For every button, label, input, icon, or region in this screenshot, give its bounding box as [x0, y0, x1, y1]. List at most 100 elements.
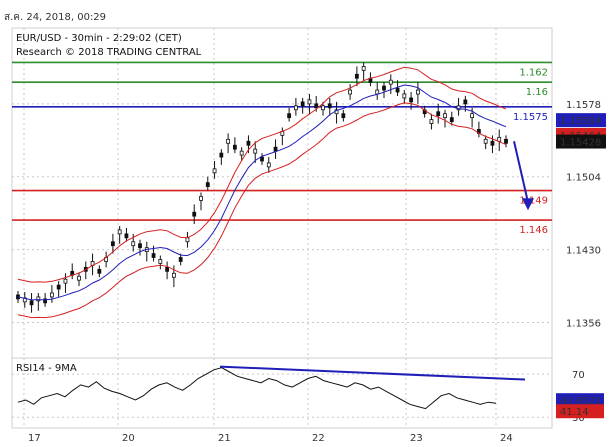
- candle-body: [307, 99, 312, 105]
- candle-body: [199, 196, 203, 201]
- candle-body: [49, 292, 54, 298]
- candle-body: [138, 243, 142, 249]
- date-text: ส.ค. 24, 2018, 00:29: [4, 12, 107, 23]
- candle-body: [165, 266, 170, 272]
- price-tick: 1.1430: [566, 246, 601, 257]
- candle-body: [110, 241, 115, 247]
- price-tick: 1.1356: [566, 319, 601, 330]
- candle-body: [212, 168, 217, 174]
- candle-body: [395, 87, 400, 93]
- chart-title: EUR/USD - 30min - 2:29:02 (CET): [16, 33, 182, 44]
- candle-body: [293, 105, 298, 111]
- candle-body: [260, 156, 264, 162]
- top-bar: ส.ค. 24, 2018, 00:29: [0, 0, 609, 28]
- candle-body: [300, 101, 305, 107]
- level-label: 1.149: [519, 196, 548, 207]
- level-label: 1.146: [519, 225, 548, 236]
- rsi-badge-label: 41.14: [560, 407, 589, 418]
- candle-body: [321, 105, 325, 111]
- x-tick-label: 17: [28, 433, 41, 444]
- x-tick-label: 20: [122, 433, 135, 444]
- candle-body: [273, 146, 278, 152]
- x-axis: 17 20 21 22 23 24: [28, 433, 513, 444]
- candle-body: [131, 241, 136, 247]
- candle-body: [497, 136, 502, 142]
- rsi-tick: 30: [572, 413, 585, 424]
- moving-average: [17, 84, 507, 301]
- bollinger-lower: [17, 102, 507, 319]
- rsi-tick: 70: [572, 370, 585, 381]
- x-tick-label: 21: [218, 433, 231, 444]
- price-badge-label: 1.15584: [560, 116, 601, 127]
- candle-body: [63, 278, 68, 284]
- candle-body: [348, 89, 353, 95]
- candle-body: [429, 119, 434, 124]
- x-tick-label: 24: [500, 433, 513, 444]
- price-badge: [556, 113, 606, 128]
- candle-body: [327, 103, 332, 109]
- candle-body: [29, 300, 34, 306]
- candle-body: [402, 93, 407, 99]
- price-grid: 1.1578 1.1504 1.1430 1.1356: [12, 28, 601, 428]
- candle-body: [185, 237, 190, 243]
- candle-body: [354, 73, 359, 79]
- levels-group: 1.162 1.16 1.1575 1.149 1.146: [12, 61, 552, 236]
- candle-body: [449, 117, 454, 122]
- candle-body: [124, 233, 129, 239]
- candle-body: [463, 99, 468, 105]
- candle-body: [287, 113, 292, 119]
- candle-body: [504, 138, 508, 144]
- candle-body: [361, 66, 366, 71]
- price-tick: 1.1578: [566, 100, 601, 111]
- candle-body: [415, 89, 420, 95]
- candle-body: [158, 259, 163, 264]
- level-label: 1.16: [526, 87, 548, 98]
- candle-body: [239, 150, 244, 156]
- candle-body: [178, 257, 183, 262]
- rsi-badge: [556, 404, 604, 419]
- rsi-badge-label: 43.9522: [560, 396, 601, 407]
- price-badge-label: 1.15428: [560, 138, 601, 149]
- candle-body: [266, 162, 271, 168]
- rsi-badge: [556, 393, 604, 408]
- candle-body: [443, 113, 447, 119]
- price-panel: [11, 27, 553, 359]
- candle-body: [409, 97, 414, 103]
- forecast-arrow-head: [522, 198, 534, 211]
- bollinger-upper: [17, 66, 507, 283]
- candle-body: [171, 272, 176, 278]
- forecast-arrow-shaft: [513, 141, 529, 203]
- price-tick: 1.1504: [566, 173, 601, 184]
- candle-body: [246, 140, 251, 146]
- x-tick-label: 22: [312, 433, 325, 444]
- candle-body: [77, 275, 81, 281]
- candle-body: [483, 138, 488, 144]
- candle-body: [219, 152, 224, 158]
- level-label: 1.162: [519, 67, 548, 78]
- candle-body: [490, 140, 495, 146]
- candle-body: [314, 103, 319, 109]
- candle-body: [232, 144, 237, 150]
- x-tick-label: 23: [410, 433, 423, 444]
- candle-body: [388, 79, 393, 85]
- candle-body: [36, 296, 41, 302]
- candle-body: [436, 111, 441, 117]
- candle-body: [205, 182, 210, 187]
- candle-body: [341, 113, 346, 119]
- rsi-label: RSI14 - 9MA: [16, 363, 77, 374]
- candle-body: [253, 148, 258, 154]
- candle-body: [117, 229, 122, 235]
- candle-body: [151, 253, 156, 258]
- candle-body: [43, 298, 48, 304]
- candle-body: [226, 138, 231, 144]
- rsi-trendline: [219, 365, 526, 381]
- candle-body: [192, 211, 197, 217]
- candle-body: [56, 284, 61, 290]
- candle-body: [375, 89, 380, 95]
- candle-body: [470, 113, 475, 119]
- chart-subtitle: Research © 2018 TRADING CENTRAL: [16, 47, 202, 58]
